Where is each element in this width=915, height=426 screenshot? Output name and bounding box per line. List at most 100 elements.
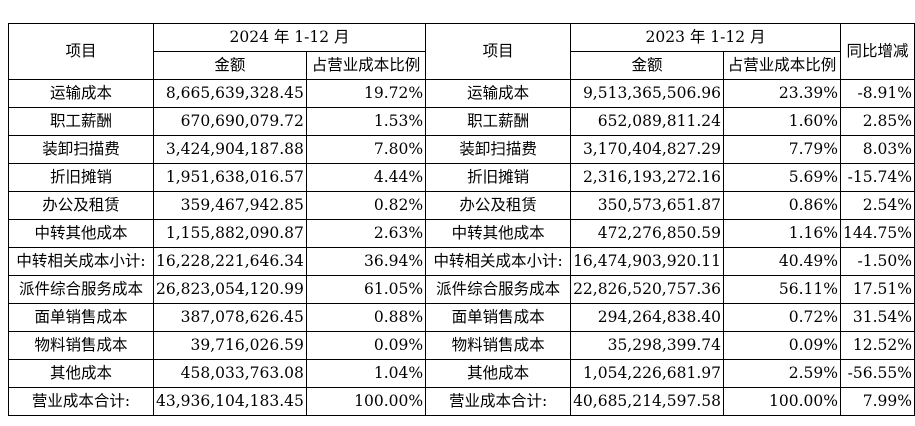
table-row: 办公及租赁 359,467,942.85 0.82% 办公及租赁 350,573,651… xyxy=(8,191,915,220)
cell-amount-2023: 40,685,214,597.58 xyxy=(570,387,724,416)
cell-item-2024: 折旧摊销 xyxy=(8,163,154,192)
cell-item-2023: 办公及租赁 xyxy=(425,191,572,220)
header-ratio-2024: 占营业成本比例 xyxy=(305,51,427,80)
cell-ratio-2024: 2.63% xyxy=(305,219,427,248)
cell-item-2023: 其他成本 xyxy=(425,359,572,388)
cell-amount-2023: 652,089,811.24 xyxy=(570,107,724,136)
table-row: 折旧摊销 1,951,638,016.57 4.44% 折旧摊销 2,316,193,2… xyxy=(8,163,915,192)
cell-amount-2024: 1,155,882,090.87 xyxy=(152,219,307,248)
cell-ratio-2023: 56.11% xyxy=(722,275,842,304)
table-row: 职工薪酬 670,690,079.72 1.53% 职工薪酬 652,089,811.2… xyxy=(8,107,915,136)
cell-ratio-2023: 2.59% xyxy=(722,359,842,388)
cell-amount-2023: 294,264,838.40 xyxy=(570,303,724,332)
cell-item-2023: 装卸扫描费 xyxy=(425,135,572,164)
cell-item-2023: 运输成本 xyxy=(425,79,572,108)
cell-ratio-2023: 100.00% xyxy=(722,387,842,416)
table-row: 营业成本合计: 43,936,104,183.45 100.00% 营业成本合计: 40… xyxy=(8,387,915,416)
cell-yoy: 31.54% xyxy=(840,303,915,332)
cell-amount-2023: 1,054,226,681.97 xyxy=(570,359,724,388)
header-row-1: 项目 2024 年 1-12 月 项目 2023 年 1-12 月 同比增减 xyxy=(8,23,915,80)
cell-ratio-2023: 0.09% xyxy=(722,331,842,360)
cell-ratio-2024: 7.80% xyxy=(305,135,427,164)
header-period-2023: 2023 年 1-12 月 xyxy=(570,23,842,52)
cost-table-container: 项目 2024 年 1-12 月 项目 2023 年 1-12 月 同比增减 金… xyxy=(8,23,915,416)
cell-amount-2023: 350,573,651.87 xyxy=(570,191,724,220)
cell-ratio-2024: 0.09% xyxy=(305,331,427,360)
cell-yoy: -15.74% xyxy=(840,163,915,192)
cell-item-2024: 派件综合服务成本 xyxy=(8,275,154,304)
cell-amount-2024: 670,690,079.72 xyxy=(152,107,307,136)
cell-item-2024: 其他成本 xyxy=(8,359,154,388)
cell-ratio-2024: 1.53% xyxy=(305,107,427,136)
cell-ratio-2024: 100.00% xyxy=(305,387,427,416)
cell-amount-2023: 9,513,365,506.96 xyxy=(570,79,724,108)
table-row: 运输成本 8,665,639,328.45 19.72% 运输成本 9,513,365,… xyxy=(8,79,915,108)
cell-yoy: -1.50% xyxy=(840,247,915,276)
cell-amount-2023: 35,298,399.74 xyxy=(570,331,724,360)
cell-yoy: 144.75% xyxy=(840,219,915,248)
cell-item-2024: 物料销售成本 xyxy=(8,331,154,360)
cell-ratio-2024: 19.72% xyxy=(305,79,427,108)
header-item-2024: 项目 xyxy=(8,23,154,80)
cell-item-2023: 中转其他成本 xyxy=(425,219,572,248)
cell-ratio-2024: 36.94% xyxy=(305,247,427,276)
cell-ratio-2023: 0.72% xyxy=(722,303,842,332)
table-row: 面单销售成本 387,078,626.45 0.88% 面单销售成本 294,264,8… xyxy=(8,303,915,332)
header-amount-2024: 金额 xyxy=(152,51,307,80)
cell-ratio-2023: 5.69% xyxy=(722,163,842,192)
cell-item-2023: 物料销售成本 xyxy=(425,331,572,360)
cell-yoy: 8.03% xyxy=(840,135,915,164)
cell-yoy: -8.91% xyxy=(840,79,915,108)
cell-amount-2024: 43,936,104,183.45 xyxy=(152,387,307,416)
cell-amount-2024: 387,078,626.45 xyxy=(152,303,307,332)
header-period-2024: 2024 年 1-12 月 xyxy=(152,23,427,52)
operating-cost-table: 项目 2024 年 1-12 月 项目 2023 年 1-12 月 同比增减 金… xyxy=(8,23,915,416)
cell-amount-2024: 8,665,639,328.45 xyxy=(152,79,307,108)
cell-amount-2024: 39,716,026.59 xyxy=(152,331,307,360)
cell-ratio-2023: 1.16% xyxy=(722,219,842,248)
cell-amount-2024: 3,424,904,187.88 xyxy=(152,135,307,164)
cell-item-2023: 派件综合服务成本 xyxy=(425,275,572,304)
header-yoy: 同比增减 xyxy=(840,23,915,80)
table-row: 其他成本 458,033,763.08 1.04% 其他成本 1,054,226,681… xyxy=(8,359,915,388)
cell-yoy: 2.85% xyxy=(840,107,915,136)
table-row: 中转其他成本 1,155,882,090.87 2.63% 中转其他成本 472,276… xyxy=(8,219,915,248)
cell-item-2023: 职工薪酬 xyxy=(425,107,572,136)
cell-amount-2024: 458,033,763.08 xyxy=(152,359,307,388)
table-body: 运输成本 8,665,639,328.45 19.72% 运输成本 9,513,365,… xyxy=(8,79,915,416)
cell-ratio-2023: 23.39% xyxy=(722,79,842,108)
cell-amount-2023: 3,170,404,827.29 xyxy=(570,135,724,164)
cell-item-2024: 营业成本合计: xyxy=(8,387,154,416)
header-row-2: 金额 占营业成本比例 金额 占营业成本比例 xyxy=(9,51,915,80)
cell-amount-2024: 1,951,638,016.57 xyxy=(152,163,307,192)
cell-amount-2023: 472,276,850.59 xyxy=(570,219,724,248)
cell-amount-2023: 2,316,193,272.16 xyxy=(570,163,724,192)
cell-ratio-2024: 0.82% xyxy=(305,191,427,220)
header-ratio-2023: 占营业成本比例 xyxy=(722,51,842,80)
cell-item-2024: 装卸扫描费 xyxy=(8,135,154,164)
cell-ratio-2023: 0.86% xyxy=(722,191,842,220)
cell-item-2024: 中转其他成本 xyxy=(8,219,154,248)
cell-ratio-2023: 40.49% xyxy=(722,247,842,276)
cell-yoy: 2.54% xyxy=(840,191,915,220)
cell-item-2024: 中转相关成本小计: xyxy=(8,247,154,276)
cell-ratio-2023: 7.79% xyxy=(722,135,842,164)
cell-item-2024: 职工薪酬 xyxy=(8,107,154,136)
cell-item-2023: 折旧摊销 xyxy=(425,163,572,192)
table-row: 中转相关成本小计: 16,228,221,646.34 36.94% 中转相关成本小计… xyxy=(8,247,915,276)
cell-item-2024: 面单销售成本 xyxy=(8,303,154,332)
cell-ratio-2023: 1.60% xyxy=(722,107,842,136)
cell-ratio-2024: 1.04% xyxy=(305,359,427,388)
cell-ratio-2024: 4.44% xyxy=(305,163,427,192)
cell-ratio-2024: 0.88% xyxy=(305,303,427,332)
cell-item-2023: 营业成本合计: xyxy=(425,387,572,416)
cell-yoy: 17.51% xyxy=(840,275,915,304)
cell-item-2023: 面单销售成本 xyxy=(425,303,572,332)
header-item-2023: 项目 xyxy=(425,23,572,80)
cell-ratio-2024: 61.05% xyxy=(305,275,427,304)
table-row: 装卸扫描费 3,424,904,187.88 7.80% 装卸扫描费 3,170,404… xyxy=(8,135,915,164)
table-row: 物料销售成本 39,716,026.59 0.09% 物料销售成本 35,298,399… xyxy=(8,331,915,360)
cell-item-2024: 办公及租赁 xyxy=(8,191,154,220)
cell-yoy: -56.55% xyxy=(840,359,915,388)
cell-item-2024: 运输成本 xyxy=(8,79,154,108)
